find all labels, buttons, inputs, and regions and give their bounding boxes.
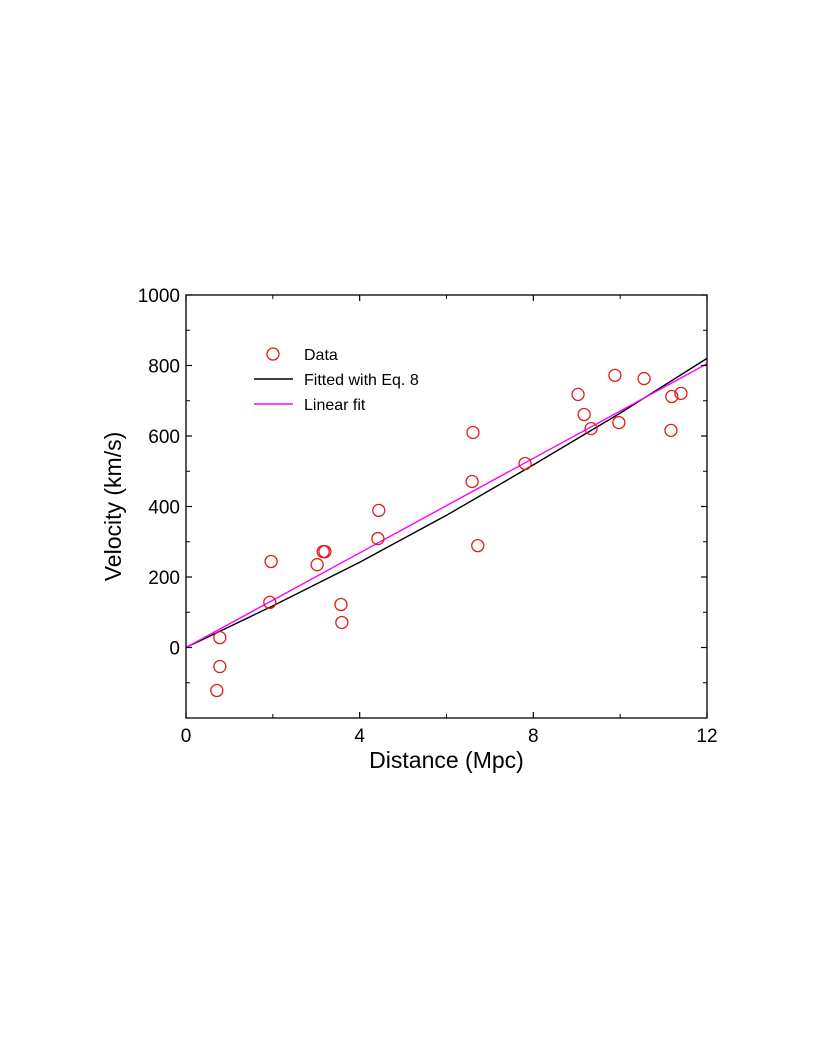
legend-marker-icon — [266, 347, 280, 361]
data-point-marker — [335, 615, 349, 630]
legend: Data Fitted with Eq. 8 Linear fit — [254, 347, 419, 414]
y-tick-label: 1000 — [138, 286, 180, 307]
y-tick-label: 0 — [169, 639, 180, 660]
data-point-marker — [318, 544, 332, 559]
data-point-marker — [263, 595, 277, 610]
data-point-marker — [372, 503, 386, 518]
x-tick-label: 8 — [528, 726, 539, 747]
data-point-marker — [518, 456, 532, 471]
x-tick-label: 0 — [181, 726, 192, 747]
legend-label: Fitted with Eq. 8 — [304, 372, 419, 389]
data-point-marker — [213, 659, 227, 674]
data-point-marker — [571, 387, 585, 402]
data-point-marker — [264, 554, 278, 569]
data-point-marker — [665, 389, 679, 404]
data-point-marker — [310, 558, 324, 572]
x-tick-label: 4 — [354, 726, 365, 747]
data-point-marker — [371, 531, 385, 546]
plot-frame — [185, 294, 708, 719]
data-point-marker — [664, 423, 678, 438]
data-point-marker — [466, 425, 480, 440]
legend-label: Linear fit — [304, 397, 366, 414]
x-axis-title: Distance (Mpc) — [369, 747, 524, 773]
data-point-marker — [334, 597, 348, 612]
data-point-marker — [471, 538, 485, 553]
y-tick-label: 400 — [148, 498, 180, 519]
data-point-marker — [674, 386, 688, 400]
y-tick-label: 200 — [148, 568, 180, 589]
y-tick-label: 800 — [148, 357, 180, 378]
legend-label: Data — [304, 347, 338, 364]
data-point-marker — [213, 630, 227, 645]
fitted-with-eq-8-line — [185, 357, 708, 649]
linear-fit-line — [185, 363, 708, 649]
data-point-marker — [584, 421, 598, 436]
data-point-marker — [612, 415, 626, 430]
x-tick-label: 12 — [696, 726, 717, 747]
data-point-marker — [637, 371, 651, 386]
data-point-marker — [608, 368, 622, 383]
data-point-marker — [210, 683, 224, 698]
data-point-marker — [465, 474, 479, 489]
data-point-marker — [577, 407, 591, 422]
y-axis-title: Velocity (km/s) — [100, 432, 126, 582]
series-layer — [185, 357, 708, 698]
y-tick-label: 600 — [148, 427, 180, 448]
axis-ticks: 0 4 8 12 0 200 400 600 800 1000 — [138, 286, 718, 747]
